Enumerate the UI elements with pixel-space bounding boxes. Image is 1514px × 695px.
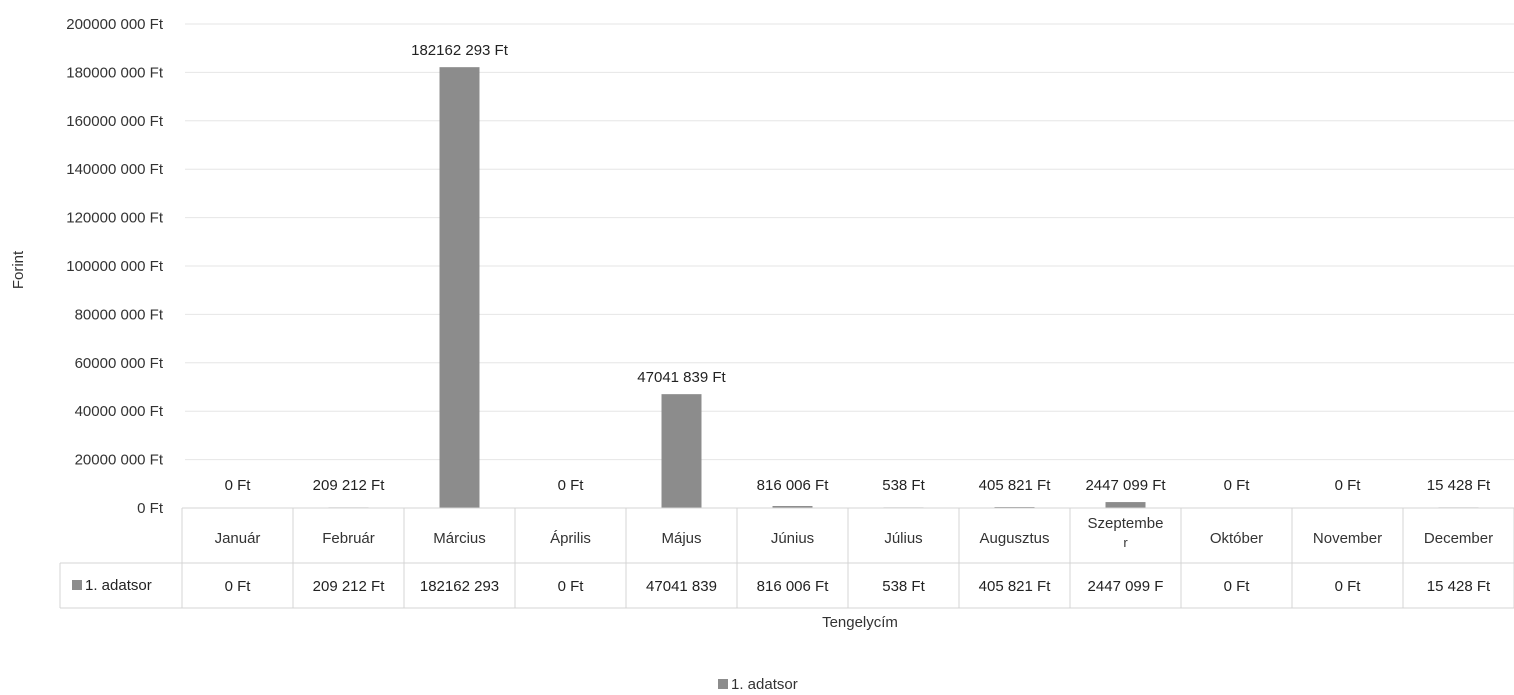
data-table: Január 0 Ft Február 209 212 Ft Március 182162… [59,507,1514,609]
table-cell: 0 Ft [225,578,252,595]
table-cell: 47041 839 [646,578,717,595]
category-label: Január [215,530,261,547]
category-label: Október [1210,530,1263,547]
category-label: Június [771,530,814,547]
category-label: Július [884,530,922,547]
category-label: Március [433,530,486,547]
bars [328,67,1479,509]
table-cell: 0 Ft [1335,578,1362,595]
y-tick-label: 180000 000 Ft [66,64,164,81]
y-tick-label: 200000 000 Ft [66,16,164,33]
category-label: November [1313,530,1382,547]
bar [439,67,480,509]
legend-entry: 1. adatsor [731,676,798,693]
bar [772,506,813,508]
data-label: 47041 839 Ft [637,369,726,386]
table-cell: 405 821 Ft [979,578,1052,595]
y-tick-label: 20000 000 Ft [75,452,164,469]
bar [1105,502,1146,508]
y-tick-label: 80000 000 Ft [75,306,164,323]
data-label: 182162 293 Ft [411,42,509,59]
data-label: 0 Ft [558,477,585,494]
table-series-swatch [72,580,82,590]
data-label: 2447 099 Ft [1085,477,1166,494]
data-label: 816 006 Ft [757,477,830,494]
gridlines [185,23,1514,461]
y-axis-title: Forint [10,250,27,289]
data-label: 0 Ft [1335,477,1362,494]
category-label: Február [322,530,375,547]
legend: 1. adatsor [718,676,798,693]
data-label: 15 428 Ft [1427,477,1491,494]
table-cell: 15 428 Ft [1427,578,1491,595]
table-cell: 209 212 Ft [313,578,386,595]
data-label: 0 Ft [225,477,252,494]
y-tick-label: 120000 000 Ft [66,210,164,227]
data-label: 405 821 Ft [979,477,1052,494]
data-label: 0 Ft [1224,477,1251,494]
y-tick-label: 100000 000 Ft [66,258,164,275]
table-cell: 182162 293 [420,578,499,595]
category-label: Május [661,530,701,547]
y-tick-label: 140000 000 Ft [66,161,164,178]
table-cell: 0 Ft [558,578,585,595]
legend-swatch [718,679,728,689]
y-tick-label: 160000 000 Ft [66,113,164,130]
table-cell: 816 006 Ft [757,578,830,595]
x-axis-title: Tengelycím [822,614,898,631]
category-label: Április [550,530,591,547]
data-label: 209 212 Ft [313,477,386,494]
table-cell: 538 Ft [882,578,925,595]
category-label: December [1424,530,1493,547]
y-tick-label: 0 Ft [137,500,164,517]
bar [661,394,702,508]
y-tick-label: 40000 000 Ft [75,403,164,420]
table-cell: 2447 099 F [1088,578,1164,595]
data-labels: 0 Ft 209 212 Ft 182162 293 Ft 0 Ft 47041 839… [225,42,1491,494]
y-tick-label: 60000 000 Ft [75,355,164,372]
category-label: Augusztus [979,530,1049,547]
table-cell: 0 Ft [1224,578,1251,595]
category-label: Szeptembe r [1088,515,1164,550]
y-axis-ticks: 0 Ft 20000 000 Ft 40000 000 Ft 60000 000 Ft… [66,16,164,517]
data-label: 538 Ft [882,477,925,494]
table-series-name: 1. adatsor [85,577,152,594]
